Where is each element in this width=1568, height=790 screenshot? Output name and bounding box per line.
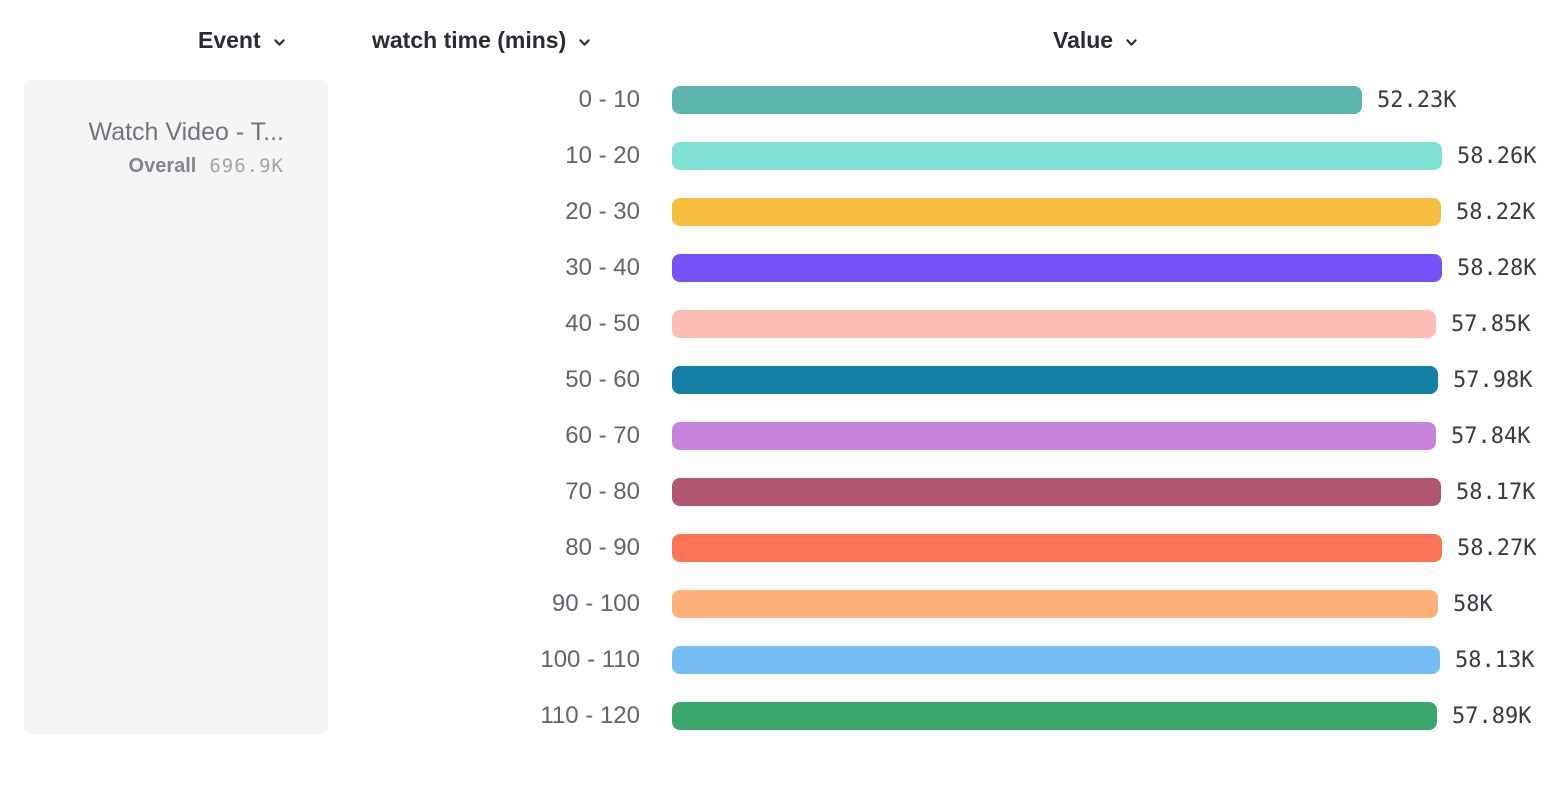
bar-row: 60 - 70 57.84K	[0, 408, 1568, 464]
bar-segment[interactable]	[672, 198, 1441, 226]
bar-segment[interactable]	[672, 702, 1437, 730]
bar-value-label: 58.22K	[1456, 199, 1536, 225]
bar-value-label: 57.84K	[1451, 423, 1531, 449]
event-name: Watch Video - T...	[88, 118, 284, 146]
bar-row: 100 - 110 58.13K	[0, 632, 1568, 688]
value-column-header[interactable]: Value	[1053, 27, 1139, 54]
bar-row: 0 - 10 52.23K	[0, 72, 1568, 128]
bucket-label: 110 - 120	[540, 702, 640, 729]
bar-value-label: 58.13K	[1455, 647, 1535, 673]
bar-value-label: 58.27K	[1457, 535, 1537, 561]
bar-segment[interactable]	[672, 422, 1436, 450]
breakdown-column-header[interactable]: watch time (mins)	[372, 27, 592, 54]
bar-segment[interactable]	[672, 142, 1442, 170]
bucket-label: 10 - 20	[565, 142, 640, 169]
bar-value-label: 57.85K	[1451, 311, 1531, 337]
bar-row: 10 - 20 58.26K	[0, 128, 1568, 184]
chevron-down-icon	[1124, 35, 1139, 50]
bar-value-label: 57.98K	[1453, 367, 1533, 393]
bucket-label: 90 - 100	[551, 590, 640, 617]
bar-segment[interactable]	[672, 254, 1442, 282]
bar-value-label: 52.23K	[1377, 87, 1457, 113]
overall-row: Overall 696.9K	[24, 155, 284, 178]
bucket-label: 0 - 10	[578, 86, 640, 113]
chevron-down-icon	[577, 35, 592, 50]
overall-value: 696.9K	[209, 154, 284, 177]
overall-label: Overall	[128, 154, 197, 177]
bar-segment[interactable]	[672, 590, 1438, 618]
bar-value-label: 58.26K	[1457, 143, 1537, 169]
bar-row: 80 - 90 58.27K	[0, 520, 1568, 576]
bar-row: 110 - 120 57.89K	[0, 688, 1568, 744]
breakdown-column-label: watch time (mins)	[372, 27, 567, 53]
bar-value-label: 58.17K	[1456, 479, 1536, 505]
bar-segment[interactable]	[672, 646, 1440, 674]
bucket-label: 20 - 30	[565, 198, 640, 225]
bar-segment[interactable]	[672, 310, 1436, 338]
bar-row: 90 - 100 58K	[0, 576, 1568, 632]
bucket-label: 100 - 110	[540, 646, 640, 673]
event-column-label: Event	[198, 27, 261, 53]
bar-segment[interactable]	[672, 534, 1442, 562]
bucket-label: 80 - 90	[565, 534, 640, 561]
bar-segment[interactable]	[672, 86, 1362, 114]
bar-segment[interactable]	[672, 366, 1438, 394]
event-column-header[interactable]: Event	[198, 27, 287, 54]
bucket-label: 60 - 70	[565, 422, 640, 449]
bucket-label: 30 - 40	[565, 254, 640, 281]
chevron-down-icon	[272, 35, 287, 50]
bar-row: 20 - 30 58.22K	[0, 184, 1568, 240]
value-column-label: Value	[1053, 27, 1114, 53]
bucket-label: 40 - 50	[565, 310, 640, 337]
bucket-label: 50 - 60	[565, 366, 640, 393]
bar-row: 30 - 40 58.28K	[0, 240, 1568, 296]
event-card: Watch Video - T... Overall 696.9K	[24, 80, 328, 734]
bar-value-label: 57.89K	[1452, 703, 1532, 729]
bar-value-label: 58.28K	[1457, 255, 1537, 281]
bar-segment[interactable]	[672, 478, 1441, 506]
bar-value-label: 58K	[1453, 591, 1493, 617]
bar-chart: 0 - 10 52.23K 10 - 20 58.26K 20 - 30 58.…	[0, 72, 1568, 744]
bar-row: 70 - 80 58.17K	[0, 464, 1568, 520]
bar-row: 40 - 50 57.85K	[0, 296, 1568, 352]
bar-row: 50 - 60 57.98K	[0, 352, 1568, 408]
bucket-label: 70 - 80	[565, 478, 640, 505]
